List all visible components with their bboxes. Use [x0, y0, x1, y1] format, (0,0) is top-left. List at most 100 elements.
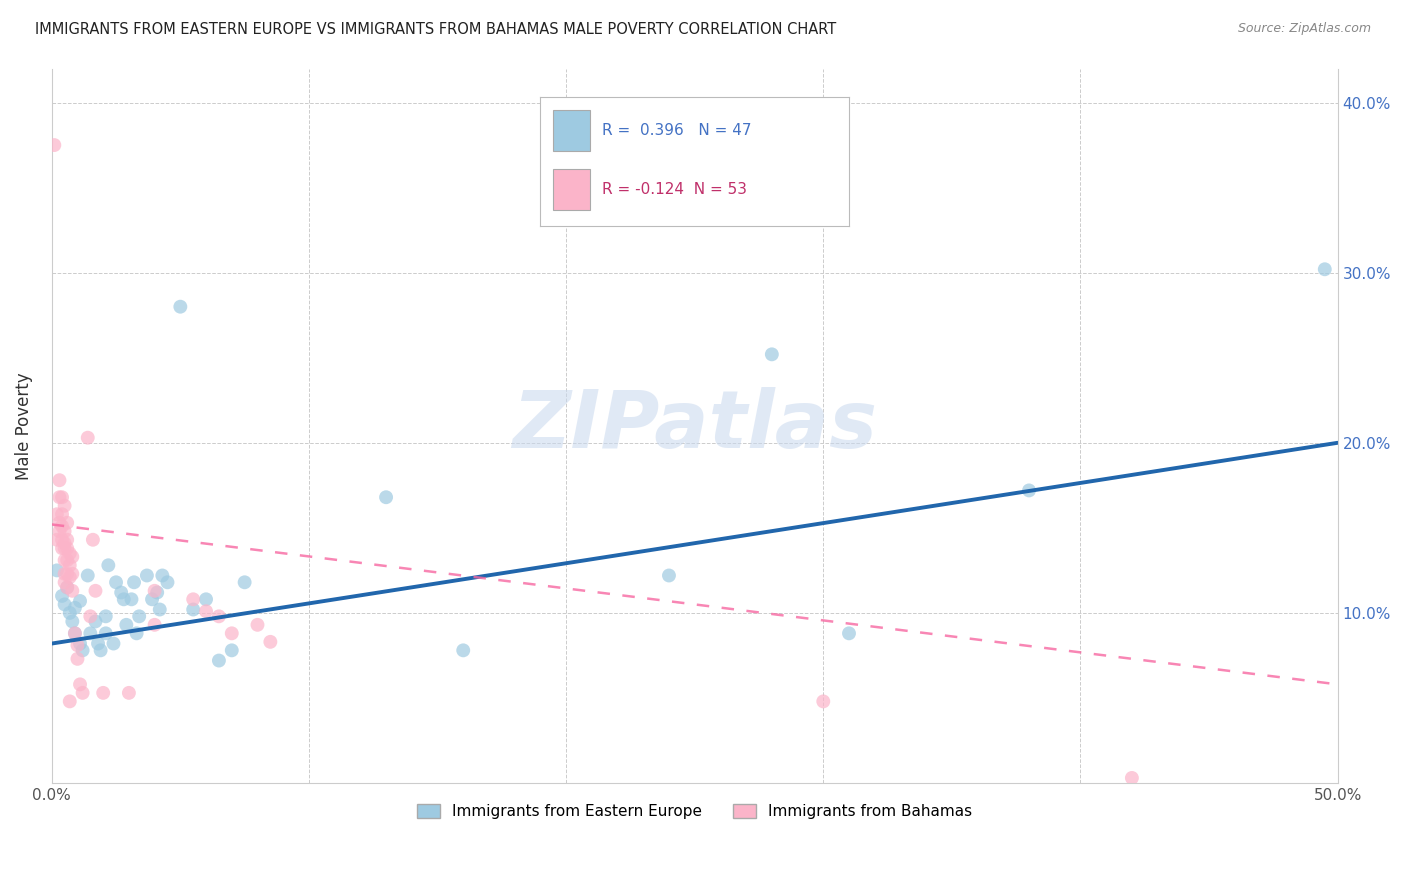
Point	[69, 677, 91, 691]
Point	[181, 592, 204, 607]
Point	[69, 594, 91, 608]
Point	[658, 568, 681, 582]
Point	[51, 519, 73, 533]
Point	[53, 598, 76, 612]
Point	[59, 546, 82, 560]
Point	[79, 626, 101, 640]
Point	[195, 604, 218, 618]
Point	[66, 652, 89, 666]
Point	[59, 694, 82, 708]
Point	[90, 643, 112, 657]
Point	[84, 615, 107, 629]
Point	[94, 626, 117, 640]
Point	[82, 533, 104, 547]
Point	[60, 566, 83, 581]
Point	[53, 524, 76, 539]
Point	[48, 490, 70, 504]
Point	[56, 533, 79, 547]
Point	[1121, 771, 1143, 785]
Point	[149, 602, 172, 616]
Point	[135, 568, 157, 582]
Point	[56, 516, 79, 530]
Point	[91, 686, 114, 700]
Y-axis label: Male Poverty: Male Poverty	[15, 372, 32, 480]
Point	[121, 592, 143, 607]
Text: ZIPatlas: ZIPatlas	[512, 387, 877, 465]
Point	[59, 606, 82, 620]
Point	[56, 541, 79, 556]
Point	[233, 575, 256, 590]
Point	[84, 583, 107, 598]
Point	[51, 541, 73, 556]
Point	[813, 694, 835, 708]
Point	[48, 473, 70, 487]
Point	[51, 490, 73, 504]
Point	[63, 626, 86, 640]
Point	[94, 609, 117, 624]
Point	[69, 636, 91, 650]
Point	[53, 553, 76, 567]
Point	[45, 508, 67, 522]
Point	[451, 643, 474, 657]
Point	[56, 581, 79, 595]
Point	[169, 300, 191, 314]
Point	[56, 566, 79, 581]
Point	[246, 617, 269, 632]
Point	[195, 592, 218, 607]
Point	[56, 581, 79, 595]
Point	[150, 568, 173, 582]
Point	[60, 583, 83, 598]
Point	[156, 575, 179, 590]
Point	[87, 636, 110, 650]
Point	[146, 585, 169, 599]
Point	[59, 558, 82, 573]
Point	[112, 592, 135, 607]
Point	[53, 575, 76, 590]
Point	[97, 558, 120, 573]
Point	[66, 638, 89, 652]
Point	[375, 490, 398, 504]
Point	[53, 566, 76, 581]
Point	[53, 536, 76, 550]
Point	[63, 600, 86, 615]
Point	[122, 575, 145, 590]
Point	[1313, 262, 1336, 277]
Text: Source: ZipAtlas.com: Source: ZipAtlas.com	[1237, 22, 1371, 36]
Point	[208, 609, 231, 624]
Point	[105, 575, 128, 590]
Point	[63, 626, 86, 640]
Point	[60, 549, 83, 564]
Point	[110, 585, 132, 599]
Point	[118, 686, 141, 700]
Point	[143, 583, 166, 598]
Point	[51, 589, 73, 603]
Point	[79, 609, 101, 624]
Point	[53, 499, 76, 513]
Point	[59, 570, 82, 584]
Point	[115, 617, 138, 632]
Point	[76, 568, 98, 582]
Point	[45, 533, 67, 547]
Point	[56, 553, 79, 567]
Point	[51, 508, 73, 522]
Point	[72, 686, 94, 700]
Point	[838, 626, 860, 640]
Point	[53, 541, 76, 556]
Point	[76, 431, 98, 445]
Point	[125, 626, 148, 640]
Point	[259, 635, 281, 649]
Text: IMMIGRANTS FROM EASTERN EUROPE VS IMMIGRANTS FROM BAHAMAS MALE POVERTY CORRELATI: IMMIGRANTS FROM EASTERN EUROPE VS IMMIGR…	[35, 22, 837, 37]
Point	[51, 533, 73, 547]
Point	[60, 615, 83, 629]
Point	[181, 602, 204, 616]
Point	[1018, 483, 1040, 498]
Legend: Immigrants from Eastern Europe, Immigrants from Bahamas: Immigrants from Eastern Europe, Immigran…	[411, 798, 979, 825]
Point	[221, 643, 243, 657]
Point	[72, 643, 94, 657]
Point	[761, 347, 783, 361]
Point	[48, 524, 70, 539]
Point	[103, 636, 125, 650]
Point	[48, 516, 70, 530]
Point	[44, 138, 66, 153]
Point	[45, 563, 67, 577]
